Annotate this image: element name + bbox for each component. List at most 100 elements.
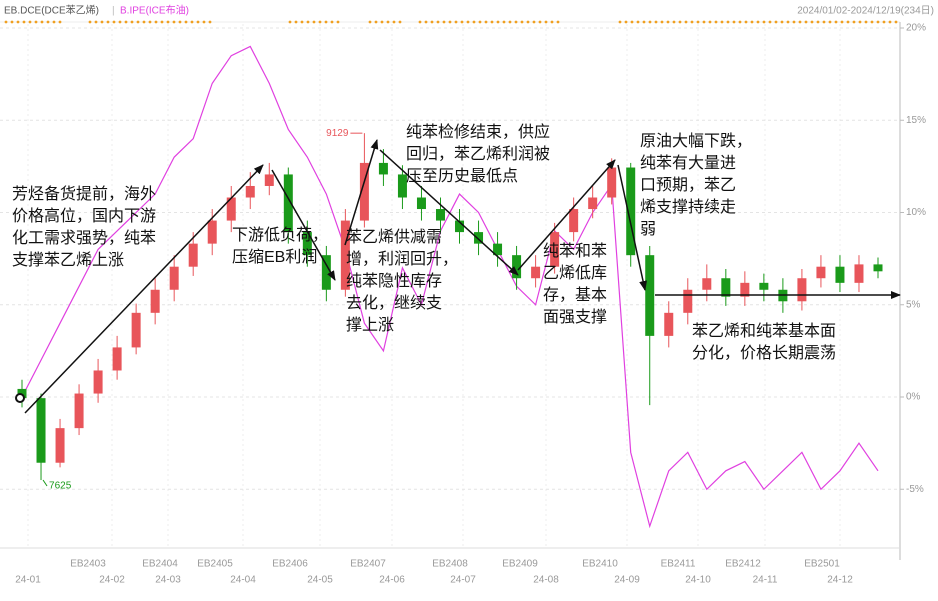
signal-dot [418,20,422,24]
signal-dot [660,20,664,24]
candle-body [283,174,293,233]
annotation: 纯苯检修结束，供应 [406,122,550,141]
date-label: 24-08 [533,575,559,586]
signal-dot [756,20,760,24]
candle-body [512,255,522,279]
candle-body [93,370,103,394]
signal-dot [336,20,340,24]
signal-dot [502,20,506,24]
candle-body [588,197,598,210]
signal-dot [306,20,310,24]
candle-body [435,209,445,221]
signal-dot [852,20,856,24]
contract-label: EB2410 [582,559,618,570]
candle-body [721,278,731,297]
signal-dot [142,20,146,24]
annotation: 芳烃备货提前，海外 [12,185,156,203]
trend-arrow [379,149,519,276]
candle-body [873,264,883,272]
signal-dot [478,20,482,24]
signal-dot [454,20,458,24]
candle-body [150,289,160,313]
candle-body [664,312,674,336]
signal-dot [514,20,518,24]
signal-dot [100,20,104,24]
candle-body [645,255,655,336]
candle-body [131,312,141,348]
signal-row [4,20,898,24]
low-label: 7625 [49,481,72,492]
candle-body [835,266,845,283]
signal-dot [876,20,880,24]
signal-dot [894,20,898,24]
signal-dot [484,20,488,24]
signal-dot [744,20,748,24]
signal-dot [442,20,446,24]
annotation: 苯乙烯供减需 [346,228,442,246]
candle-body [302,232,312,256]
candle-body [474,232,484,244]
signal-dot [318,20,322,24]
signal-dot [312,20,316,24]
signal-dot [160,20,164,24]
annotation: 存，基本 [543,286,607,304]
annotation: 原油大幅下跌， [640,132,752,150]
candle-body [626,167,636,256]
annotation: 烯支撑持续走 [640,198,736,216]
signal-dot [618,20,622,24]
signal-dot [184,20,188,24]
trend-arrow [344,139,379,246]
candle-body [702,278,712,290]
annotation: 纯苯隐性库存 [346,272,442,290]
annotation: 价格高位，国内下游 [12,207,156,225]
annotation: 压至历史最低点 [406,167,518,185]
signal-dot [472,20,476,24]
candle-body [36,398,46,463]
contract-label: EB2404 [142,559,178,570]
date-label: 24-11 [753,575,778,586]
high-label: 9129 [326,128,349,139]
candle-body [683,289,693,313]
signal-dot [636,20,640,24]
annotation: 纯苯和苯 [543,242,607,260]
signal-dot [810,20,814,24]
signal-dot [750,20,754,24]
date-label: 24-04 [230,575,256,586]
signal-dot [34,20,38,24]
signal-dot [16,20,20,24]
signal-dot [324,20,328,24]
candle-body [359,162,369,221]
series-name: EB.DCE(DCE苯乙烯) [4,4,99,17]
annotation: 去化，继续支 [346,294,442,312]
signal-dot [398,20,402,24]
signal-dot [666,20,670,24]
trend-arrow [517,159,616,271]
signal-dot [52,20,56,24]
signal-dot [496,20,500,24]
candle-body [759,282,769,290]
signal-dot [648,20,652,24]
candle-body [455,220,465,233]
candle-body [378,162,388,175]
candle-body [550,232,560,267]
trend-arrow [617,164,648,291]
signal-dot [40,20,44,24]
signal-dot [690,20,694,24]
signal-dot [780,20,784,24]
signal-dot [46,20,50,24]
signal-dot [544,20,548,24]
signal-dot [448,20,452,24]
date-label: 24-09 [614,575,640,586]
date-label: 24-07 [450,575,476,586]
date-label: 24-02 [99,575,125,586]
signal-dot [714,20,718,24]
signal-dot [178,20,182,24]
signal-dot [190,20,194,24]
signal-dot [762,20,766,24]
signal-dot [88,20,92,24]
signal-dot [678,20,682,24]
signal-dot [154,20,158,24]
signal-dot [380,20,384,24]
signal-dot [208,20,212,24]
